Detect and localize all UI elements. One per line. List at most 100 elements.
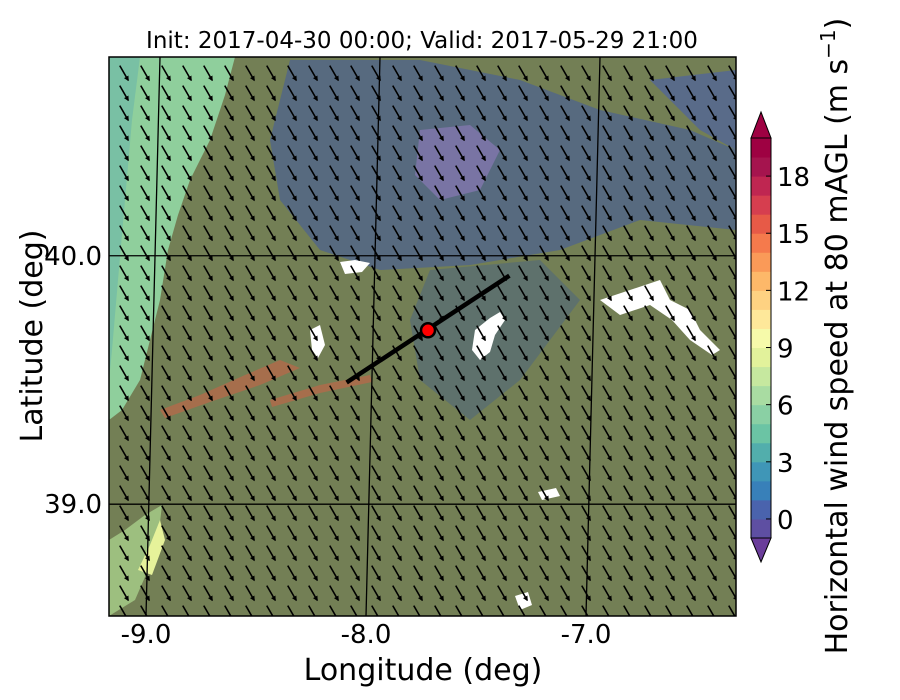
- wind-arrow-829: [518, 605, 528, 616]
- wind-arrow-585: [434, 445, 444, 462]
- wind-arrow-390: [119, 325, 129, 342]
- wind-arrow-50: [539, 85, 549, 102]
- wind-arrow-225: [434, 205, 444, 222]
- wind-arrow-445: [644, 345, 654, 362]
- wind-arrow-769: [518, 565, 528, 582]
- wind-arrow-524: [413, 405, 423, 422]
- wind-arrow-96: [245, 125, 255, 142]
- wind-arrow-406: [455, 325, 465, 342]
- wind-arrow-371: [350, 305, 360, 322]
- wind-arrow-267: [686, 225, 696, 242]
- wind-arrow-141: [560, 145, 570, 162]
- wind-arrow-295: [644, 245, 654, 262]
- wind-arrow-670: [329, 505, 339, 522]
- wind-arrow-593: [602, 445, 612, 462]
- wind-arrow-724: [203, 545, 213, 562]
- wind-arrow-681: [560, 505, 570, 522]
- colorbar-tick-label-4: 12: [777, 277, 810, 307]
- wind-arrow-768: [497, 565, 507, 582]
- wind-arrow-631: [140, 485, 150, 502]
- colorbar-segment-5: [751, 423, 771, 444]
- wind-arrow-379: [518, 305, 528, 322]
- wind-arrow-19: [518, 65, 528, 82]
- wind-arrow-397: [266, 325, 276, 342]
- wind-arrow-532: [581, 405, 591, 422]
- wind-arrow-723: [182, 545, 192, 562]
- wind-arrow-498: [497, 385, 507, 402]
- wind-arrow-431: [350, 345, 360, 362]
- wind-arrow-413: [602, 325, 612, 342]
- wind-arrow-106: [455, 125, 465, 142]
- wind-arrow-272: [161, 245, 171, 262]
- wind-arrow-796: [455, 585, 465, 602]
- wind-arrow-337: [266, 285, 276, 302]
- wind-arrow-587: [476, 445, 486, 462]
- wind-arrow-679: [518, 505, 528, 522]
- wind-arrow-319: [518, 265, 528, 282]
- wind-arrow-110: [539, 125, 549, 142]
- wind-arrow-334: [203, 285, 213, 302]
- y-tick-label-0: 40.0: [44, 242, 102, 272]
- wind-arrow-235: [644, 205, 654, 222]
- wind-arrow-810: [119, 605, 129, 616]
- wind-arrow-644: [413, 485, 423, 502]
- wind-arrow-687: [686, 505, 696, 522]
- wind-arrow-230: [539, 205, 549, 222]
- wind-arrow-645: [434, 485, 444, 502]
- wind-arrow-90: [119, 125, 129, 142]
- wind-arrow-752: [161, 565, 171, 582]
- wind-arrow-566: [665, 425, 675, 442]
- wind-arrow-690: [119, 525, 129, 542]
- wind-arrow-680: [539, 505, 549, 522]
- wind-arrow-755: [224, 565, 234, 582]
- wind-arrow-586: [455, 445, 465, 462]
- wind-arrow-86: [665, 105, 675, 122]
- wind-arrow-163: [392, 165, 402, 182]
- wind-arrow-278: [287, 245, 297, 262]
- wind-arrow-292: [581, 245, 591, 262]
- wind-arrow-175: [644, 165, 654, 182]
- wind-arrow-25: [644, 65, 654, 82]
- wind-arrow-114: [623, 125, 633, 142]
- wind-arrow-794: [413, 585, 423, 602]
- wind-arrow-117: [686, 125, 696, 142]
- wind-arrow-115: [644, 125, 654, 142]
- wind-arrow-683: [602, 505, 612, 522]
- wind-arrow-589: [518, 445, 528, 462]
- wind-arrow-783: [182, 585, 192, 602]
- wind-arrow-636: [245, 485, 255, 502]
- wind-arrow-592: [581, 445, 591, 462]
- wind-arrow-594: [623, 445, 633, 462]
- wind-arrow-649: [518, 485, 528, 502]
- wind-arrow-456: [245, 365, 255, 382]
- wind-arrow-306: [245, 265, 255, 282]
- wind-arrow-771: [560, 565, 570, 582]
- wind-arrow-353: [602, 285, 612, 302]
- wind-arrow-297: [686, 245, 696, 262]
- wind-arrow-588: [497, 445, 507, 462]
- wind-arrow-116: [665, 125, 675, 142]
- wind-arrow-129: [308, 145, 318, 162]
- wind-arrow-346: [455, 285, 465, 302]
- wind-arrow-640: [329, 485, 339, 502]
- site-marker: [419, 322, 437, 339]
- wind-arrow-617: [476, 465, 486, 482]
- wind-arrow-710: [539, 525, 549, 542]
- wind-arrow-322: [581, 265, 591, 282]
- colorbar-segment-0: [751, 518, 771, 539]
- wind-arrow-246: [245, 225, 255, 242]
- wind-arrow-828: [497, 605, 507, 616]
- wind-arrow-455: [224, 365, 234, 382]
- wind-arrow-734: [413, 545, 423, 562]
- wind-arrow-220: [329, 205, 339, 222]
- wind-arrow-835: [644, 605, 654, 616]
- wind-arrow-395: [224, 325, 234, 342]
- wind-arrow-781: [140, 585, 150, 602]
- wind-arrow-533: [602, 405, 612, 422]
- wind-arrow-277: [266, 245, 276, 262]
- wind-arrow-338: [287, 285, 297, 302]
- wind-arrow-308: [287, 265, 297, 282]
- wind-arrow-489: [308, 385, 318, 402]
- wind-arrow-330: [119, 285, 129, 302]
- wind-arrow-357: [686, 285, 696, 302]
